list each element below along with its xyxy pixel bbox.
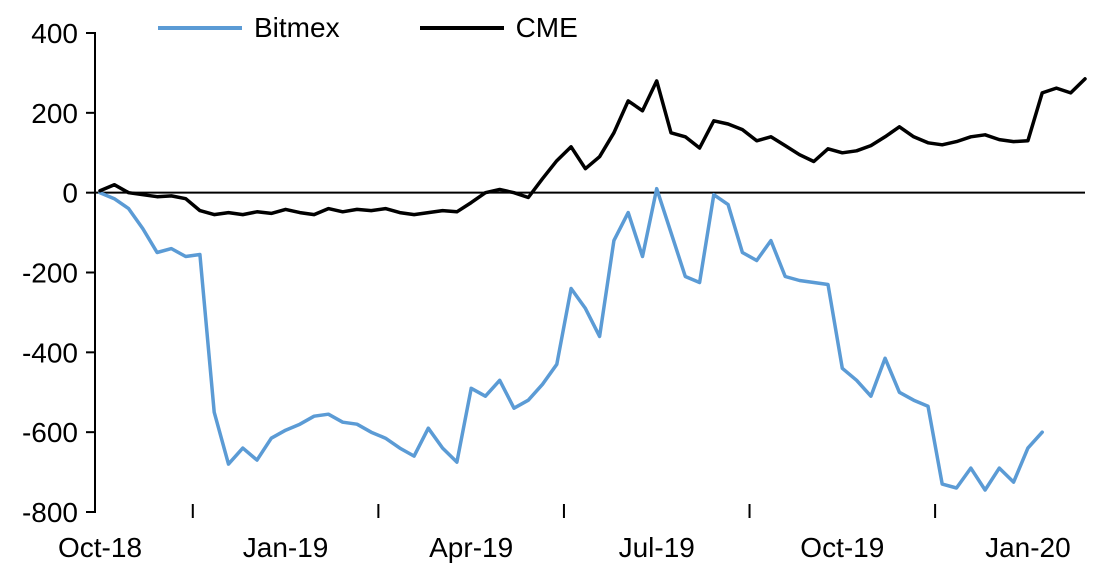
legend-label-cme: CME bbox=[515, 12, 578, 43]
series-line-cme bbox=[98, 77, 1087, 217]
y-axis-tick-label: -200 bbox=[22, 258, 78, 289]
legend-item-bitmex: Bitmex bbox=[158, 14, 340, 42]
x-axis-tick-label: Oct-18 bbox=[58, 532, 142, 563]
x-axis-tick-label: Jan-19 bbox=[243, 532, 329, 563]
y-axis-tick-label: 200 bbox=[31, 98, 78, 129]
legend-item-cme: CME bbox=[419, 12, 578, 43]
legend-label-bitmex: Bitmex bbox=[254, 12, 340, 43]
chart-legend: Bitmex CME bbox=[158, 14, 578, 42]
y-axis-tick-label: -400 bbox=[22, 337, 78, 368]
x-axis-tick-label: Oct-19 bbox=[800, 532, 884, 563]
y-axis-tick-label: 0 bbox=[62, 178, 78, 209]
legend-line-bitmex bbox=[158, 26, 242, 30]
y-axis-tick-label: -800 bbox=[22, 497, 78, 528]
x-axis-tick-label: Apr-19 bbox=[429, 532, 513, 563]
y-axis-tick-label: 400 bbox=[31, 18, 78, 49]
x-axis-tick-label: Jan-20 bbox=[985, 532, 1071, 563]
series-line-bitmex bbox=[98, 186, 1044, 492]
x-axis-tick-label: Jul-19 bbox=[619, 532, 695, 563]
legend-line-cme bbox=[419, 26, 504, 30]
y-axis-tick-label: -600 bbox=[22, 417, 78, 448]
